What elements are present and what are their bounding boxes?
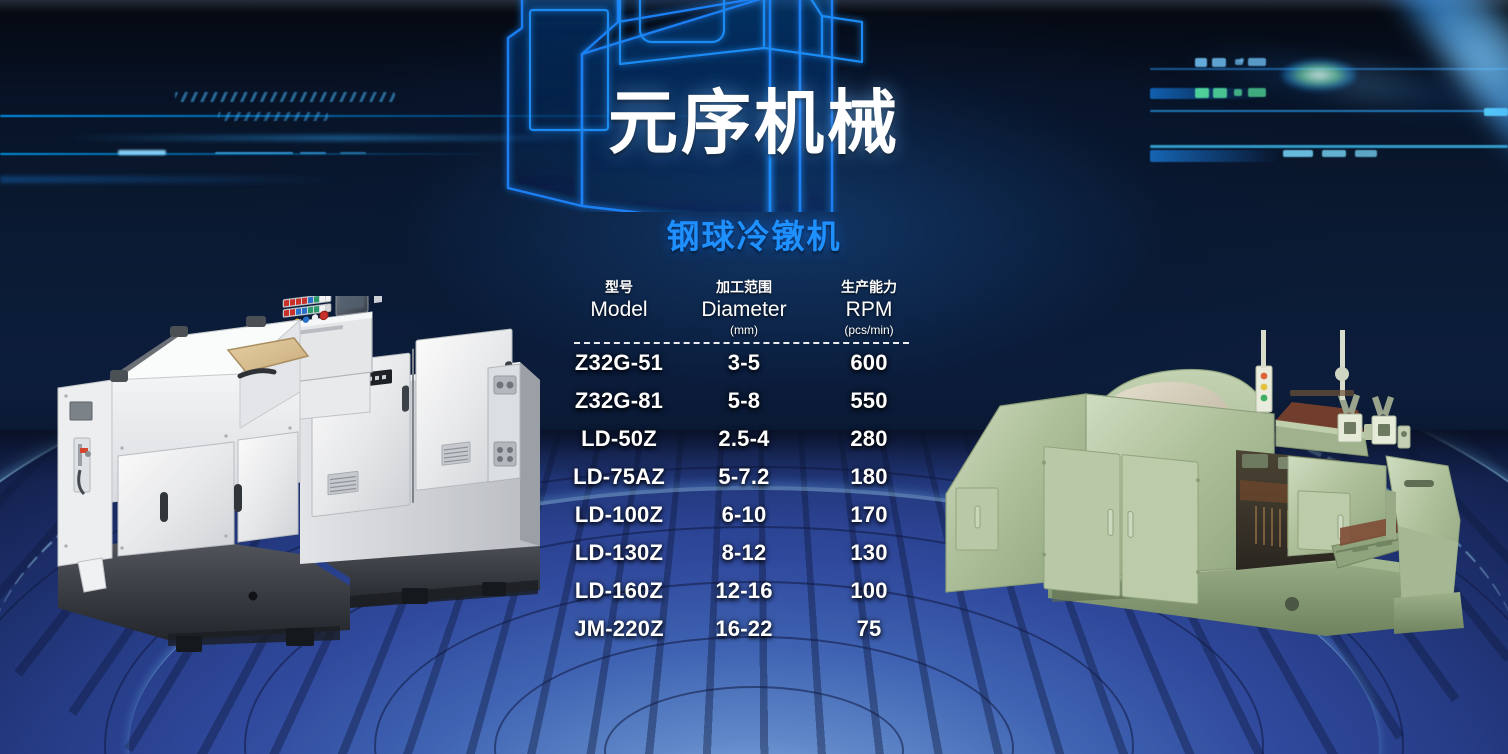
spec-cell-rpm: 550 <box>850 388 888 413</box>
table-row: LD-130Z 8-12 130 <box>560 534 980 572</box>
lens-flare <box>1282 60 1356 90</box>
tech-dot <box>1283 150 1313 157</box>
spec-header-rpm-en: RPM <box>845 298 893 321</box>
tech-streak <box>300 152 326 154</box>
table-row: Z32G-51 3-5 600 <box>560 344 980 382</box>
spec-header-rpm-unit: (pcs/min) <box>844 323 894 337</box>
spec-cell-rpm: 130 <box>850 540 888 565</box>
spec-cell-model: LD-75AZ <box>573 464 665 489</box>
spec-header-model-en: Model <box>590 298 648 321</box>
spec-header-rpm: 生产能力 RPM (pcs/min) <box>810 280 928 338</box>
table-row: LD-75AZ 5-7.2 180 <box>560 458 980 496</box>
spec-cell-diameter: 5-8 <box>727 388 761 413</box>
tech-hatch <box>175 92 395 102</box>
spec-table-divider <box>574 342 909 344</box>
tech-dot <box>1195 58 1207 67</box>
spec-cell-rpm: 100 <box>850 578 888 603</box>
floor-ring <box>494 636 1014 754</box>
tech-dot <box>1248 88 1266 97</box>
table-row: LD-160Z 12-16 100 <box>560 572 980 610</box>
tech-dot <box>1322 150 1346 157</box>
tech-streak <box>340 152 366 154</box>
spec-cell-model: Z32G-51 <box>574 350 664 375</box>
floor-ring <box>604 686 904 754</box>
spec-cell-rpm: 170 <box>850 502 888 527</box>
spec-cell-model: LD-50Z <box>581 426 657 451</box>
tech-streak <box>1150 150 1280 162</box>
spec-cell-diameter: 6-10 <box>721 502 767 527</box>
spec-cell-diameter: 5-7.2 <box>718 464 770 489</box>
spec-cell-diameter: 3-5 <box>727 350 761 375</box>
table-row: LD-100Z 6-10 170 <box>560 496 980 534</box>
spec-table-header: 型号 Model 加工范围 Diameter (mm) 生产能力 RPM (pc… <box>560 280 980 338</box>
spec-cell-model: Z32G-81 <box>574 388 664 413</box>
spec-header-model: 型号 Model <box>560 280 678 338</box>
spec-header-rpm-cn: 生产能力 <box>841 280 897 296</box>
tech-streak <box>118 150 166 155</box>
table-row: LD-50Z 2.5-4 280 <box>560 420 980 458</box>
tech-streak <box>1150 145 1508 148</box>
spec-cell-rpm: 180 <box>850 464 888 489</box>
tech-streak <box>0 115 700 117</box>
spec-cell-model: LD-130Z <box>574 540 664 565</box>
tech-hatch <box>218 112 328 121</box>
spec-header-diameter-en: Diameter <box>701 298 787 321</box>
spec-cell-model: JM-220Z <box>574 616 664 641</box>
tech-dot <box>1213 88 1227 98</box>
tech-streak <box>215 152 293 154</box>
table-row: Z32G-81 5-8 550 <box>560 382 980 420</box>
tech-dot <box>1212 58 1226 67</box>
spec-cell-model: LD-100Z <box>574 502 664 527</box>
spec-cell-diameter: 8-12 <box>721 540 767 565</box>
left-machine-image <box>57 296 540 652</box>
spec-header-diameter-unit: (mm) <box>730 323 758 337</box>
tech-dot <box>1238 60 1240 62</box>
tech-dot <box>1195 88 1209 98</box>
spec-cell-model: LD-160Z <box>574 578 664 603</box>
spec-cell-rpm: 280 <box>850 426 888 451</box>
spec-cell-diameter: 12-16 <box>715 578 773 603</box>
spec-table-body: Z32G-51 3-5 600 Z32G-81 5-8 550 LD-50Z 2.5-4 280… <box>560 344 980 648</box>
spec-cell-rpm: 600 <box>850 350 888 375</box>
spec-header-diameter-cn: 加工范围 <box>716 280 772 296</box>
spec-header-model-cn: 型号 <box>605 280 633 296</box>
machine-outline-wireframe-icon <box>506 0 864 212</box>
spec-table: 型号 Model 加工范围 Diameter (mm) 生产能力 RPM (pc… <box>560 280 980 648</box>
spec-cell-diameter: 16-22 <box>715 616 773 641</box>
tech-dot <box>1234 89 1242 96</box>
tech-dot <box>1240 58 1244 62</box>
product-subtitle: 钢球冷镦机 <box>666 217 842 256</box>
spec-cell-diameter: 2.5-4 <box>718 426 770 451</box>
right-machine-image <box>945 330 1464 636</box>
tech-streak <box>1150 110 1508 112</box>
tech-streak <box>0 176 340 183</box>
spec-header-diameter: 加工范围 Diameter (mm) <box>678 280 810 338</box>
tech-dot <box>1355 150 1377 157</box>
tech-dot <box>1248 58 1266 66</box>
page-title: 元序机械 <box>608 82 900 164</box>
table-row: JM-220Z 16-22 75 <box>560 610 980 648</box>
tech-dot <box>1235 59 1243 65</box>
spec-cell-rpm: 75 <box>856 616 882 641</box>
tech-streak <box>60 135 620 141</box>
tech-streak <box>0 153 480 155</box>
